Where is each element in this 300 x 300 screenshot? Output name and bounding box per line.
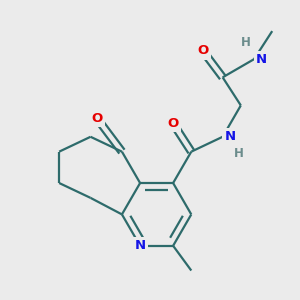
Text: N: N — [224, 130, 236, 143]
Text: N: N — [134, 239, 146, 252]
Text: H: H — [241, 36, 251, 49]
Text: N: N — [256, 53, 267, 66]
Text: O: O — [92, 112, 103, 125]
Text: O: O — [167, 117, 179, 130]
Text: H: H — [234, 147, 244, 160]
Text: O: O — [197, 44, 208, 57]
